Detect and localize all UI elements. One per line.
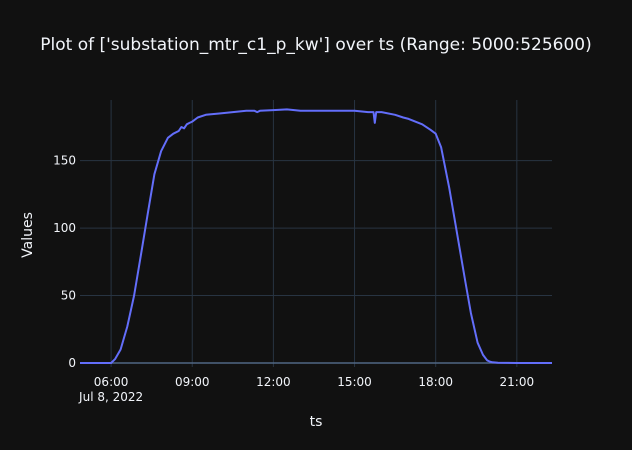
grid-layer — [80, 100, 552, 367]
x-tick-label: 12:00 — [256, 375, 291, 389]
x-tick-label: 21:00 — [500, 375, 535, 389]
chart-title: Plot of ['substation_mtr_c1_p_kw'] over … — [40, 35, 592, 55]
y-tick-label: 50 — [61, 289, 76, 303]
x-tick-label: 18:00 — [418, 375, 453, 389]
x-tick-sublabel: Jul 8, 2022 — [78, 390, 143, 404]
y-tick-label: 150 — [53, 154, 76, 168]
series-layer — [80, 108, 552, 364]
y-tick-label: 100 — [53, 221, 76, 235]
y-axis-label: Values — [20, 212, 36, 258]
y-tick-label: 0 — [68, 356, 76, 370]
x-axis-label: ts — [310, 414, 323, 430]
series-line — [80, 108, 552, 364]
x-tick-label: 06:00 — [94, 375, 129, 389]
x-tick-label: 15:00 — [337, 375, 372, 389]
x-tick-label: 09:00 — [175, 375, 210, 389]
